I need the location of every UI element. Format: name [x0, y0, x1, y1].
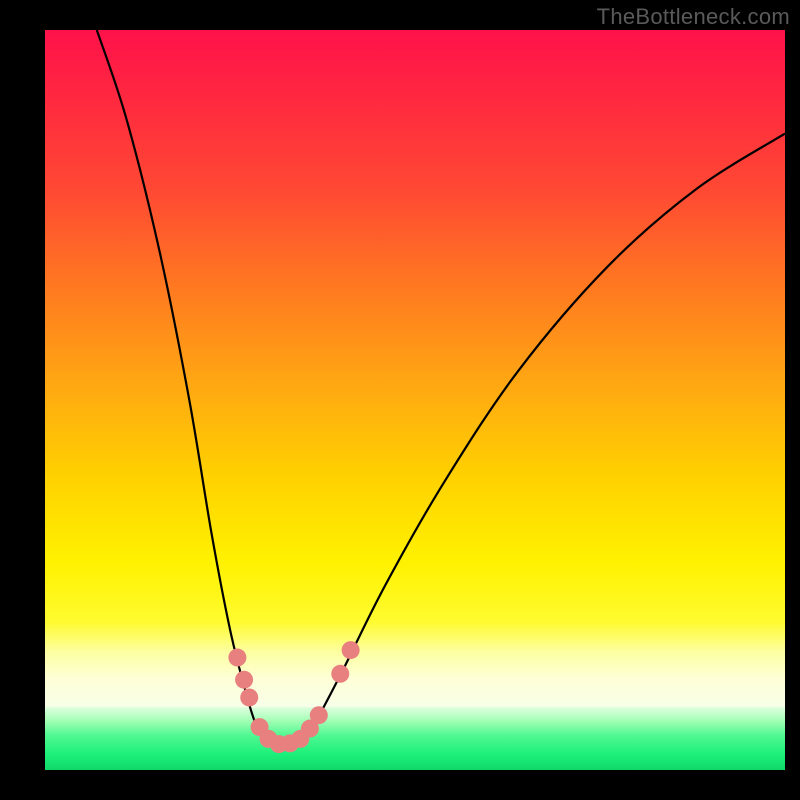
data-marker: [240, 688, 258, 706]
data-marker: [228, 649, 246, 667]
gradient-green-band: [45, 707, 785, 770]
chart-container: TheBottleneck.com: [0, 0, 800, 800]
data-marker: [235, 671, 253, 689]
watermark-text: TheBottleneck.com: [597, 4, 790, 30]
data-marker: [331, 665, 349, 683]
gradient-yellow-band: [45, 652, 785, 708]
data-marker: [342, 641, 360, 659]
chart-svg: [0, 0, 800, 800]
data-marker: [310, 706, 328, 724]
